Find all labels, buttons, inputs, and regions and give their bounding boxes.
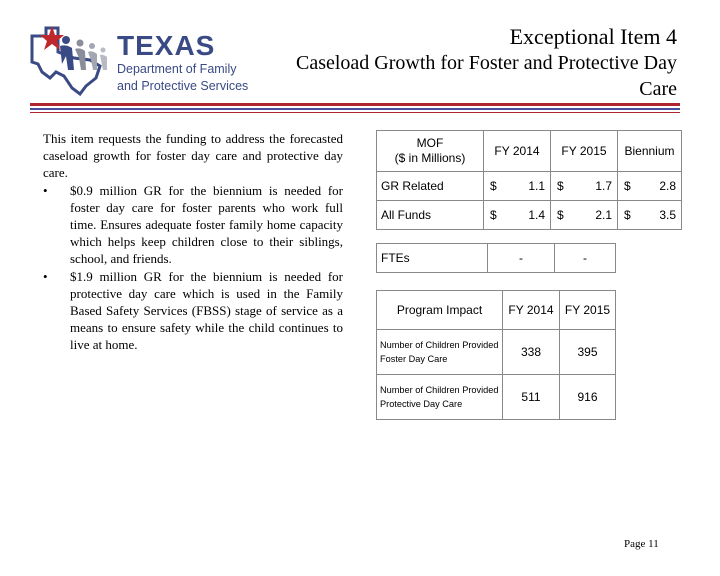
intro-paragraph: This item requests the funding to addres… — [43, 131, 343, 181]
divider-red-thin — [30, 112, 680, 113]
table-cell: $2.8 — [617, 171, 682, 201]
item-description: This item requests the funding to addres… — [43, 130, 343, 354]
slide-title-block: Exceptional Item 4 Caseload Growth for F… — [296, 24, 677, 102]
table-row: All Funds $1.4 $2.1 $3.5 — [376, 200, 682, 230]
table-row: FTEs - - — [376, 243, 616, 273]
texas-star-family-icon — [30, 26, 107, 96]
slide-title: Exceptional Item 4 — [509, 24, 677, 49]
funding-table: MOF ($ in Millions) FY 2014 FY 2015 Bienn… — [376, 130, 682, 230]
dfps-logo: TEXAS Department of Family and Protectiv… — [28, 22, 258, 102]
row-label: Number of Children Provided Foster Day C… — [376, 329, 503, 375]
divider-red — [30, 103, 680, 106]
row-label: GR Related — [376, 171, 484, 201]
bullet-text-protective: $1.9 million GR for the biennium is need… — [70, 268, 343, 353]
logo-name: TEXAS — [117, 30, 216, 61]
row-label: Number of Children Provided Protective D… — [376, 374, 503, 420]
table-cell: $1.4 — [483, 200, 551, 230]
table-cell: $2.1 — [550, 200, 618, 230]
table-row: Number of Children Provided Foster Day C… — [376, 329, 616, 375]
column-header: Program Impact — [376, 290, 503, 330]
table-cell: $3.5 — [617, 200, 682, 230]
column-header: FY 2014 — [502, 290, 560, 330]
table-cell: 916 — [559, 374, 616, 420]
column-header: Biennium — [617, 130, 682, 172]
bullet-item: • $1.9 million GR for the biennium is ne… — [43, 268, 343, 354]
column-header: FY 2014 — [483, 130, 551, 172]
column-header-mof: MOF ($ in Millions) — [376, 130, 484, 172]
table-header-row: Program Impact FY 2014 FY 2015 — [376, 290, 616, 330]
table-cell: 338 — [502, 329, 560, 375]
table-cell: 395 — [559, 329, 616, 375]
bullet-item: • $0.9 million GR for the biennium is ne… — [43, 182, 343, 268]
table-header-row: MOF ($ in Millions) FY 2014 FY 2015 Bienn… — [376, 130, 682, 172]
row-label: FTEs — [376, 243, 488, 273]
slide-subtitle-line1: Caseload Growth for Foster and Protectiv… — [295, 52, 677, 74]
bullet-symbol: • — [43, 182, 48, 198]
bullet-symbol: • — [43, 268, 48, 284]
page-number: Page 11 — [624, 538, 659, 550]
table-row: GR Related $1.1 $1.7 $2.8 — [376, 171, 682, 201]
fte-table: FTEs - - — [376, 243, 616, 273]
column-header: FY 2015 — [559, 290, 616, 330]
program-impact-table: Program Impact FY 2014 FY 2015 Number of… — [376, 290, 616, 420]
row-label: All Funds — [376, 200, 484, 230]
logo-subtitle-line2: and Protective Services — [117, 79, 249, 93]
bullet-text-foster: $0.9 million GR for the biennium is need… — [70, 182, 343, 267]
table-row: Number of Children Provided Protective D… — [376, 374, 616, 420]
table-cell: - — [487, 243, 555, 273]
table-cell: $1.7 — [550, 171, 618, 201]
table-cell: - — [554, 243, 616, 273]
column-header: FY 2015 — [550, 130, 618, 172]
logo-subtitle-line1: Department of Family — [117, 62, 237, 76]
slide-subtitle-line2: Care — [639, 78, 677, 100]
table-cell: 511 — [502, 374, 560, 420]
table-cell: $1.1 — [483, 171, 551, 201]
divider-blue — [30, 108, 680, 110]
